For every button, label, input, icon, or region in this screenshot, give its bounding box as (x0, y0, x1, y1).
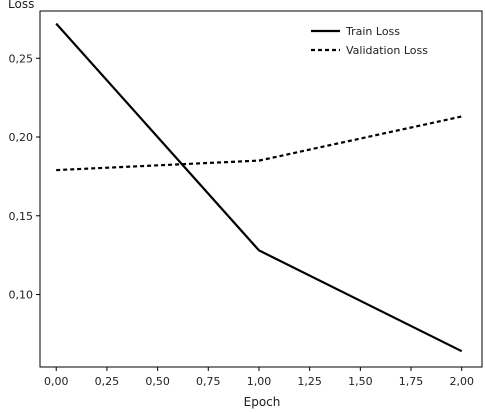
x-tick-label: 1,25 (297, 375, 322, 388)
x-tick-label: 1,75 (399, 375, 424, 388)
y-tick-label: 0,15 (9, 210, 34, 223)
x-tick-label: 0,00 (44, 375, 69, 388)
x-tick-label: 1,50 (348, 375, 373, 388)
x-axis-ticks: 0,00 0,25 0,50 0,75 1,00 1,25 1,50 1,75 2,00 (44, 367, 474, 388)
legend: Train Loss Validation Loss (311, 25, 428, 57)
x-axis-title: Epoch (244, 395, 281, 409)
x-tick-label: 1,00 (247, 375, 272, 388)
series-lines (55, 22, 463, 353)
y-tick-label: 0,20 (9, 131, 34, 144)
legend-label: Validation Loss (346, 44, 428, 57)
y-axis-title: Loss (8, 0, 34, 11)
y-axis-ticks: 0,10 0,15 0,20 0,25 (9, 52, 40, 302)
y-tick-label: 0,25 (9, 52, 34, 65)
plot-frame (39, 10, 483, 368)
legend-label: Train Loss (345, 25, 400, 38)
series-line-0 (55, 22, 463, 353)
y-tick-label: 0,10 (9, 289, 34, 302)
x-tick-label: 2,00 (449, 375, 474, 388)
x-tick-label: 0,25 (95, 375, 120, 388)
x-tick-label: 0,75 (196, 375, 221, 388)
x-tick-label: 0,50 (145, 375, 170, 388)
series-line-1 (56, 115, 462, 172)
